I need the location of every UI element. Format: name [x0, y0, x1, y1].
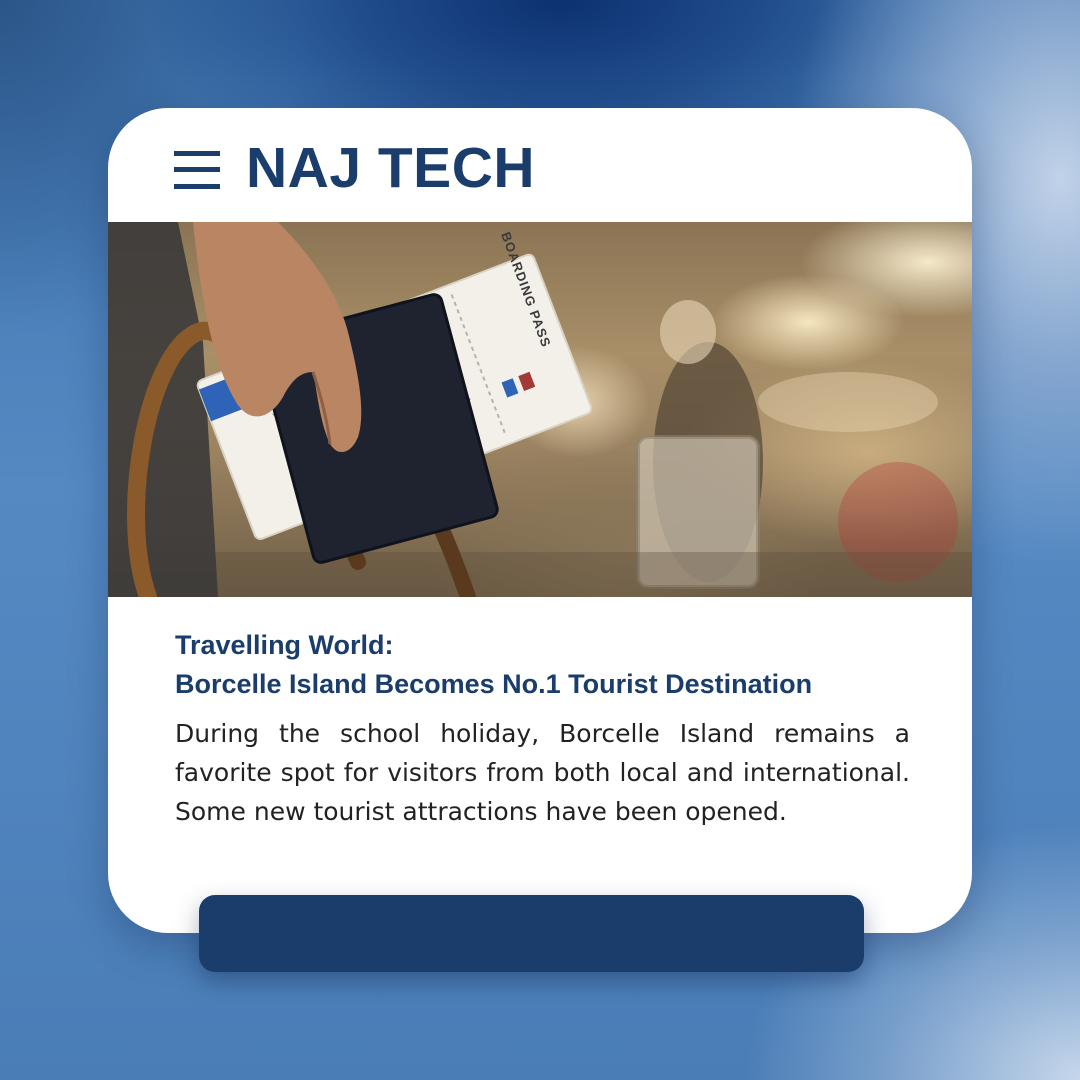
- card-header: NAJ TECH: [108, 108, 972, 222]
- brand-title: NAJ TECH: [246, 136, 536, 200]
- airport-traveler-illustration: BOARDING PASS: [108, 222, 972, 597]
- news-card: NAJ TECH: [108, 108, 972, 933]
- hamburger-menu-icon[interactable]: [174, 150, 220, 190]
- blurred-person-head: [660, 300, 716, 364]
- article-kicker: Travelling World:: [175, 630, 394, 660]
- article-body: During the school holiday, Borcelle Isla…: [175, 719, 910, 826]
- floor: [108, 552, 972, 597]
- read-more-bar[interactable]: [199, 895, 864, 972]
- hero-photo: BOARDING PASS: [108, 222, 972, 597]
- menu-bar: [174, 184, 220, 189]
- blurred-bag: [838, 462, 958, 582]
- article-headline: Borcelle Island Becomes No.1 Tourist Des…: [175, 669, 813, 699]
- menu-bar: [174, 151, 220, 156]
- article: Travelling World: Borcelle Island Become…: [175, 626, 910, 831]
- suitcase-outline: [636, 435, 760, 589]
- blurred-suitcase: [638, 437, 758, 587]
- blurred-light: [758, 372, 938, 432]
- finger-crease: [311, 371, 332, 445]
- menu-bar: [174, 167, 220, 172]
